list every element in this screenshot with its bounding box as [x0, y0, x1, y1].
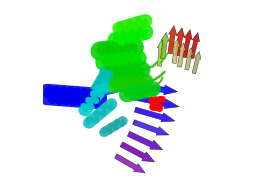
Polygon shape: [120, 142, 155, 162]
Point: [158, 104, 163, 107]
Point: [150, 99, 154, 102]
Polygon shape: [172, 39, 180, 64]
Point: [151, 106, 155, 109]
Point: [150, 99, 155, 102]
Polygon shape: [182, 30, 192, 58]
Polygon shape: [168, 26, 177, 54]
Point: [155, 105, 159, 108]
Polygon shape: [157, 40, 165, 66]
Point: [153, 97, 157, 100]
Point: [157, 99, 161, 102]
Point: [160, 99, 164, 102]
Point: [152, 103, 156, 106]
Polygon shape: [127, 131, 163, 150]
Point: [152, 105, 156, 108]
Point: [154, 99, 158, 102]
Point: [156, 103, 160, 106]
Polygon shape: [192, 51, 201, 74]
Point: [149, 98, 153, 101]
Point: [157, 97, 162, 100]
Point: [155, 102, 159, 105]
Point: [153, 103, 158, 106]
Polygon shape: [190, 33, 200, 59]
Point: [155, 99, 160, 102]
Point: [155, 105, 160, 108]
Point: [153, 104, 158, 107]
Polygon shape: [132, 120, 169, 135]
Point: [160, 97, 164, 100]
Polygon shape: [134, 95, 179, 108]
Polygon shape: [185, 47, 193, 70]
Point: [154, 105, 158, 108]
Point: [151, 103, 155, 106]
Point: [155, 98, 160, 101]
Point: [153, 105, 157, 108]
Polygon shape: [160, 32, 169, 59]
Polygon shape: [136, 83, 177, 95]
Point: [149, 98, 154, 101]
Point: [156, 103, 161, 106]
Point: [153, 104, 157, 107]
Point: [152, 101, 156, 105]
Point: [156, 105, 160, 108]
Polygon shape: [177, 43, 186, 67]
Polygon shape: [115, 154, 145, 173]
Point: [150, 106, 154, 109]
Point: [150, 103, 155, 106]
Polygon shape: [175, 28, 185, 56]
Point: [157, 106, 161, 109]
Point: [155, 101, 159, 104]
Point: [156, 98, 160, 101]
Point: [149, 98, 153, 101]
Polygon shape: [134, 107, 175, 122]
